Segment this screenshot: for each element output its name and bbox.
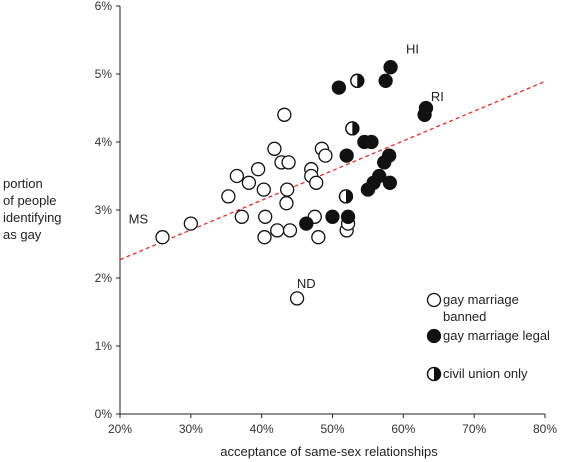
point-annotation: MS — [129, 212, 149, 227]
point-filled — [383, 60, 398, 75]
y-axis-label-line: portion — [3, 176, 43, 191]
x-tick-label: 80% — [533, 422, 557, 436]
y-tick-label: 3% — [95, 203, 113, 217]
point-filled — [417, 107, 432, 122]
point-annotation: HI — [406, 42, 419, 57]
trendline — [119, 80, 546, 261]
point-open — [155, 230, 170, 245]
point-open — [289, 291, 305, 306]
point-open — [279, 196, 294, 211]
x-axis-label: acceptance of same-sex relationships — [220, 444, 438, 459]
x-tick-label: 30% — [179, 422, 203, 436]
point-open — [267, 141, 282, 156]
point-open — [250, 162, 266, 177]
point-open — [221, 189, 236, 204]
point-half — [345, 121, 360, 136]
point-open — [241, 175, 257, 190]
point-filled — [360, 182, 376, 197]
point-open — [282, 223, 298, 238]
ticks: 20% 30% 40% 50% 60% 70% 80% 0% 1% 2% 3% 4% 5% 6% — [95, 0, 558, 436]
point-open — [270, 223, 285, 238]
x-tick-label: 50% — [320, 422, 344, 436]
y-axis-label-line: as gay — [3, 227, 42, 242]
y-axis-label: portion of people identifying as gay — [3, 176, 62, 242]
legend-label: civil union only — [443, 366, 528, 381]
x-tick-label: 20% — [108, 422, 132, 436]
point-open — [257, 230, 272, 245]
point-annotation: ND — [297, 276, 316, 291]
legend: gay marriage banned gay marriage legal civi… — [426, 292, 550, 382]
point-open — [256, 182, 271, 197]
point-filled — [364, 134, 379, 150]
annotations: HI RI MS ND — [129, 42, 444, 292]
x-tick-label: 70% — [462, 422, 486, 436]
point-annotation: RI — [431, 89, 444, 104]
point-filled — [377, 155, 392, 170]
y-tick-label: 2% — [95, 271, 113, 285]
y-axis-label-line: identifying — [3, 210, 62, 225]
point-open — [234, 209, 249, 224]
legend-marker-filled — [426, 328, 442, 344]
point-half — [338, 189, 354, 204]
point-open — [258, 209, 273, 224]
point-filled — [331, 80, 347, 95]
legend-label: banned — [443, 309, 486, 324]
point-open — [280, 182, 295, 197]
legend-label: gay marriage — [443, 292, 519, 307]
y-tick-label: 0% — [95, 407, 113, 421]
y-tick-label: 4% — [95, 135, 113, 149]
x-tick-label: 40% — [250, 422, 274, 436]
legend-label: gay marriage legal — [443, 328, 550, 343]
x-tick-label: 60% — [391, 422, 415, 436]
data-points — [155, 60, 434, 306]
point-open — [281, 155, 296, 170]
point-open — [309, 175, 324, 190]
point-open — [229, 168, 245, 184]
y-tick-label: 5% — [95, 67, 113, 81]
point-open — [183, 216, 198, 231]
point-filled — [378, 73, 393, 88]
point-open — [277, 107, 292, 122]
point-filled — [299, 216, 314, 231]
y-tick-label: 1% — [95, 339, 113, 353]
point-open — [311, 230, 326, 245]
point-filled — [382, 175, 398, 190]
legend-marker-open — [426, 292, 442, 308]
point-filled — [325, 209, 340, 224]
legend-marker-half — [426, 366, 442, 382]
point-half — [350, 73, 365, 88]
point-open — [318, 148, 333, 163]
trendline-group — [119, 80, 546, 261]
point-filled — [340, 209, 356, 224]
point-filled — [339, 148, 354, 163]
y-tick-label: 6% — [95, 0, 113, 13]
y-axis-label-line: of people — [3, 193, 57, 208]
